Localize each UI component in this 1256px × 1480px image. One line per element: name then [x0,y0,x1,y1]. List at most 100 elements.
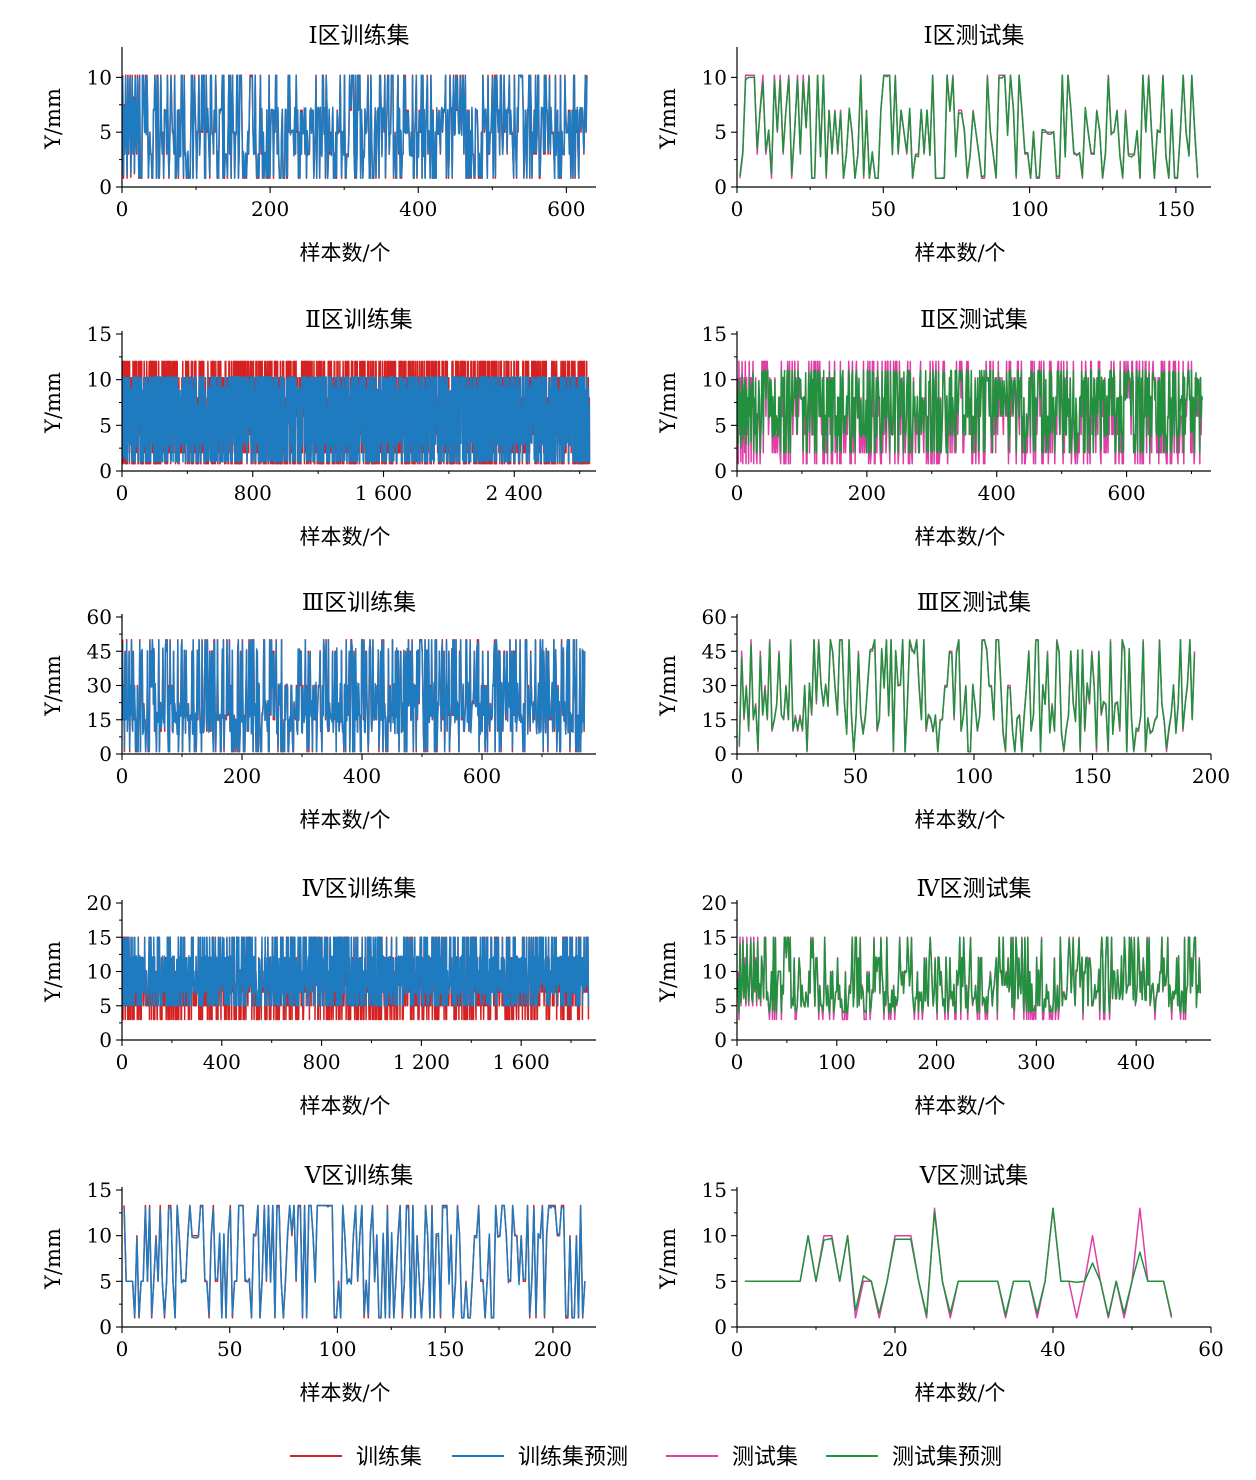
x-tick-label: 150 [1157,197,1195,221]
x-tick-label: 600 [547,197,585,221]
x-tick-label: 0 [116,1337,129,1361]
y-tick-label: 0 [714,742,727,766]
y-tick-label: 10 [87,65,112,89]
y-tick-label: 15 [87,708,112,732]
chart-panel-0: Ⅰ区训练集 0 5 10 0 200 400 600 样本数/个 Y/mm [41,23,596,265]
y-tick-label: 10 [87,368,112,392]
y-axis-label: Y/mm [656,372,680,434]
series-line-predicted [122,74,588,179]
x-tick-label: 100 [1010,197,1048,221]
y-tick-label: 15 [87,925,112,949]
chart-panel-6: Ⅳ区训练集 0 5 10 15 20 0 400 800 1 200 1 600 样本数/个 Y/mm [41,876,596,1118]
x-axis-label: 样本数/个 [914,241,1005,265]
series-group [738,639,1196,753]
x-axis-label: 样本数/个 [299,241,390,265]
y-tick-label: 10 [702,1224,727,1248]
y-tick-label: 45 [87,639,112,663]
y-axis-label: Y/mm [656,941,680,1003]
legend-item-1: 训练集预测 [452,1445,628,1470]
chart-title: Ⅱ区测试集 [920,307,1028,333]
series-group [122,74,588,179]
y-tick-label: 10 [702,368,727,392]
legend: 训练集 训练集预测 测试集 测试集预测 [290,1445,1002,1470]
y-tick-label: 10 [87,960,112,984]
x-tick-label: 0 [116,1050,129,1074]
legend-item-0: 训练集 [290,1445,422,1470]
chart-title: Ⅲ区测试集 [917,590,1031,616]
x-tick-label: 150 [426,1337,464,1361]
x-tick-label: 400 [399,197,437,221]
x-tick-label: 2 400 [486,481,543,505]
x-tick-label: 50 [843,764,868,788]
x-tick-label: 200 [223,764,261,788]
x-tick-label: 1 600 [355,481,412,505]
chart-panel-5: Ⅲ区测试集 0 15 30 45 60 0 50 100 150 200 样本数/个 Y/mm [656,590,1230,832]
chart-title: Ⅴ区测试集 [919,1163,1029,1189]
y-tick-label: 0 [714,459,727,483]
x-tick-label: 200 [534,1337,572,1361]
x-tick-label: 0 [116,197,129,221]
y-axis-label: Y/mm [656,655,680,717]
legend-item-3: 测试集预测 [826,1445,1002,1470]
series-group [123,1204,586,1319]
series-line-predicted [744,1207,1173,1317]
chart-panel-9: Ⅴ区测试集 0 5 10 15 0 20 40 60 样本数/个 Y/mm [656,1163,1224,1405]
y-tick-label: 0 [99,175,112,199]
x-tick-label: 0 [731,1050,744,1074]
y-tick-label: 0 [99,1315,112,1339]
x-axis-label: 样本数/个 [914,1094,1005,1118]
x-tick-label: 1 200 [393,1050,450,1074]
chart-title: Ⅳ区测试集 [917,876,1032,902]
x-tick-label: 40 [1040,1337,1065,1361]
x-tick-label: 0 [731,481,744,505]
x-tick-label: 400 [343,764,381,788]
x-tick-label: 400 [978,481,1016,505]
series-line-predicted [123,1204,586,1319]
chart-title: Ⅲ区训练集 [302,590,416,616]
y-tick-label: 5 [714,413,727,437]
chart-title: Ⅰ区训练集 [308,23,409,49]
series-group [744,1207,1173,1319]
y-tick-label: 60 [87,605,112,629]
y-tick-label: 0 [714,175,727,199]
y-tick-label: 0 [99,1028,112,1052]
x-tick-label: 1 600 [493,1050,550,1074]
series-group [739,74,1199,179]
y-tick-label: 15 [702,925,727,949]
y-axis-label: Y/mm [41,655,65,717]
x-axis-label: 样本数/个 [299,525,390,549]
x-axis-label: 样本数/个 [914,525,1005,549]
x-tick-label: 60 [1198,1337,1223,1361]
x-tick-label: 200 [848,481,886,505]
y-tick-label: 15 [87,322,112,346]
x-tick-label: 100 [818,1050,856,1074]
x-tick-label: 800 [302,1050,340,1074]
x-tick-label: 150 [1073,764,1111,788]
legend-label: 训练集预测 [518,1445,628,1470]
y-tick-label: 10 [702,960,727,984]
series-line-predicted [739,74,1199,179]
y-tick-label: 0 [99,459,112,483]
series-line-actual [744,1207,1173,1319]
series-group [737,936,1202,1021]
y-tick-label: 15 [87,1178,112,1202]
y-tick-label: 5 [714,120,727,144]
series-group [122,360,591,465]
x-axis-label: 样本数/个 [299,1381,390,1405]
y-tick-label: 30 [702,674,727,698]
y-tick-label: 0 [714,1315,727,1339]
series-line-predicted [737,936,1202,1014]
x-tick-label: 100 [955,764,993,788]
x-axis-label: 样本数/个 [914,1381,1005,1405]
x-tick-label: 200 [1192,764,1230,788]
y-tick-label: 60 [702,605,727,629]
y-tick-label: 10 [87,1224,112,1248]
chart-title: Ⅴ区训练集 [304,1163,414,1189]
x-tick-label: 50 [871,197,896,221]
x-axis-label: 样本数/个 [914,808,1005,832]
